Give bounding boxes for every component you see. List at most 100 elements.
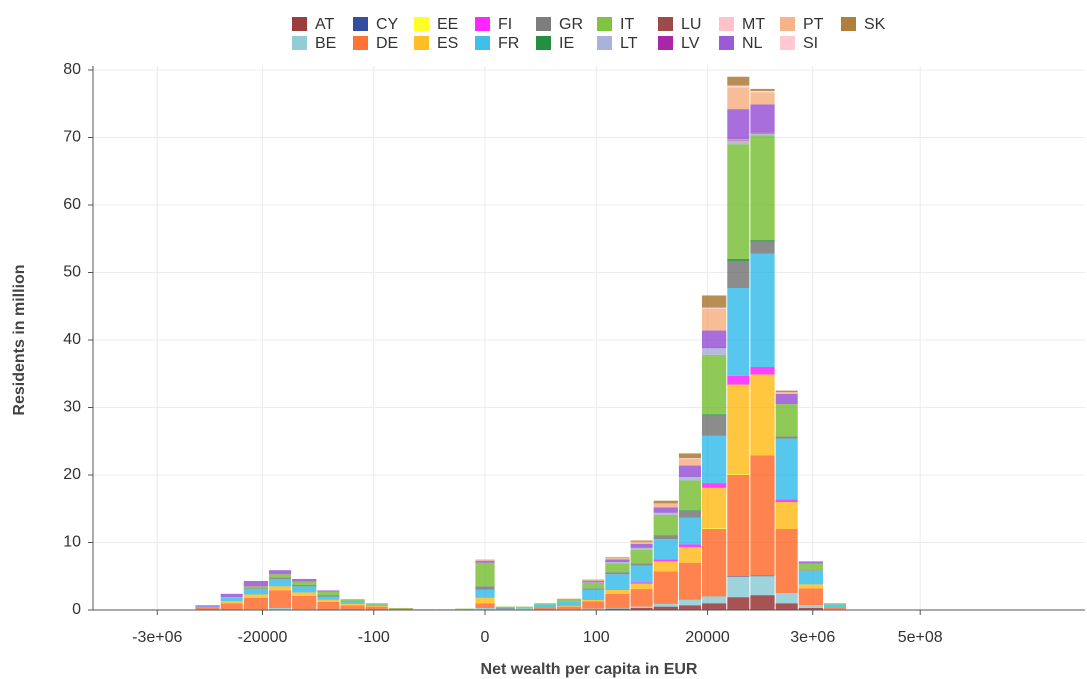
bar-segment [727,375,750,385]
bar-segment [475,560,495,563]
bar-segment [292,595,317,610]
y-tick-label: 0 [72,601,81,618]
bar-segment [630,582,653,584]
bar-segment [775,593,798,604]
bar-segment [653,603,678,607]
x-axis-title: Net wealth per capita in EUR [481,661,698,678]
y-tick-label: 70 [63,129,81,146]
y-tick-label: 60 [63,196,81,213]
bar-segment [775,394,798,405]
bar-segment [653,514,678,536]
bar-segment [605,558,630,560]
bar-segment [243,588,269,590]
bar-segment [340,599,365,602]
legend-swatch [536,17,551,31]
bar-segment [475,559,495,561]
x-tick-label: -3e+06 [132,629,182,646]
bar-segment [727,261,750,289]
bar-segment [653,500,678,504]
legend-label: GR [559,16,583,33]
legend-swatch [414,36,429,50]
bar-segment [727,474,750,475]
bar-segment [515,608,534,610]
bar-segment [823,603,847,605]
bar-segment [678,477,702,481]
legend-swatch [780,17,795,31]
y-tick-label: 20 [63,466,81,483]
bar-segment [702,483,727,488]
bar-segment [775,499,798,502]
bar-segment [220,593,243,598]
bar-segment [678,458,702,466]
bar-segment [630,549,653,564]
bar-segment [243,586,269,589]
bar-segment [630,541,653,544]
bar-segment [365,606,388,610]
bar-segment [269,574,292,578]
bar-segment [582,580,605,581]
bar-segment [727,576,750,598]
bar-segment [678,465,702,478]
bar-segment [220,601,243,604]
legend-label: DE [376,35,398,52]
bar-segment [582,580,605,583]
bar-segment [515,606,534,608]
bar-segment [475,562,495,587]
bar-segment [750,455,775,576]
bar-segment [534,607,556,610]
bar-segment [678,510,702,511]
x-tick-label: -20000 [238,629,288,646]
bar-segment [630,543,653,548]
legend-label: FR [498,35,519,52]
legend-label: IE [559,35,574,52]
bar-segment [292,578,317,582]
bar-segment [605,572,630,575]
bar-segment [269,590,292,608]
legend-swatch [353,17,368,31]
bar-segment [727,576,750,577]
bar-segment [243,580,269,587]
bar-segment [534,604,556,608]
legend-label: LU [681,16,701,33]
legend-label: EE [437,16,458,33]
bar-segment [727,140,750,145]
bar-segment [317,595,340,597]
bar-segment [340,605,365,610]
bar-segment [317,590,340,592]
bar-segment [750,576,775,596]
bar-segment [292,592,317,596]
bar-segment [605,589,630,590]
bar-segment [292,581,317,586]
bar-segment [750,595,775,610]
bar-segment [750,374,775,456]
bar-segment [678,510,702,518]
bar-segment [727,139,750,141]
legend-label: SI [803,35,818,52]
bar-segment [798,607,823,610]
bar-segment [678,599,702,606]
bar-segment [702,528,727,529]
bar-segment [775,436,798,439]
bar-segment [678,562,702,600]
bar-segment [605,559,630,563]
bar-segment [775,438,798,500]
bar-segment [515,607,534,609]
legend-swatch [658,17,673,31]
y-tick-label: 40 [63,331,81,348]
bar-segment [750,88,775,91]
legend-swatch [841,17,856,31]
bar-segment [750,90,775,93]
legend-swatch [658,36,673,50]
bar-segment [605,557,630,559]
legend-swatch [475,36,490,50]
bar-segment [630,540,653,542]
legend-swatch [475,17,490,31]
bar-segment [653,561,678,572]
bar-segment [702,347,727,349]
bar-segment [775,391,798,394]
bar-segment [220,603,243,610]
bar-segment [798,605,823,608]
bar-segment [605,562,630,564]
legend-label: IT [620,16,634,33]
